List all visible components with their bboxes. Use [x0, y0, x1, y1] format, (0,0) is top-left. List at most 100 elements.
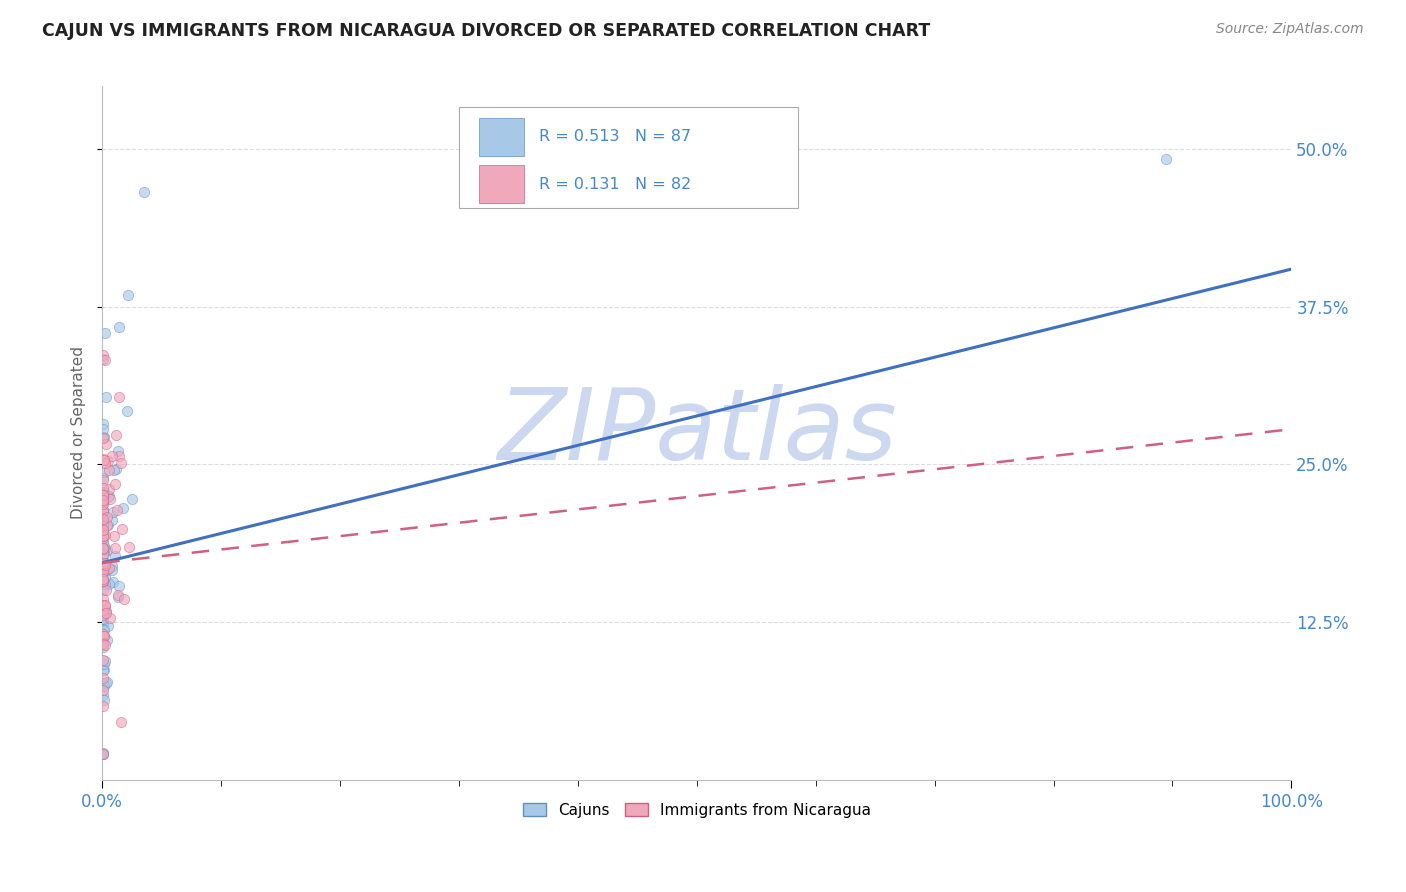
Point: [94, 390, 117, 404]
Point: [93, 560, 115, 574]
Point: [93, 565, 115, 579]
Point: [117, 288, 139, 302]
Point: [94, 604, 117, 618]
Point: [110, 456, 132, 470]
Point: [104, 541, 127, 556]
Point: [93, 526, 115, 541]
Point: [94, 437, 117, 451]
Point: [93, 518, 115, 533]
Point: [101, 505, 124, 519]
Point: [97, 489, 120, 503]
Point: [94, 563, 117, 577]
Point: [115, 404, 138, 418]
Point: [97, 454, 120, 468]
Point: [93, 326, 115, 341]
Point: [93, 504, 115, 518]
Point: [107, 443, 129, 458]
Point: [93, 522, 115, 536]
Point: [93, 561, 115, 575]
Point: [93, 492, 115, 507]
Point: [107, 589, 129, 603]
Text: R = 0.131   N = 82: R = 0.131 N = 82: [538, 177, 690, 192]
Point: [93, 556, 115, 570]
Point: [93, 547, 115, 561]
Point: [93, 495, 115, 509]
Point: [93, 615, 115, 630]
Point: [94, 638, 117, 652]
Point: [107, 590, 129, 604]
Point: [93, 503, 115, 517]
FancyBboxPatch shape: [479, 118, 524, 156]
Point: [93, 348, 115, 362]
Point: [96, 633, 118, 648]
Point: [93, 747, 115, 762]
Point: [96, 509, 118, 524]
Point: [93, 557, 115, 571]
Point: [100, 491, 122, 506]
Point: [94, 456, 117, 470]
Point: [93, 671, 115, 685]
Point: [93, 572, 115, 586]
Point: [112, 592, 135, 607]
Point: [93, 699, 115, 714]
Point: [93, 637, 115, 651]
Point: [93, 612, 115, 626]
Point: [93, 541, 115, 556]
Point: [94, 563, 117, 577]
Point: [93, 465, 115, 479]
Point: [93, 515, 115, 529]
Point: [93, 664, 115, 678]
Point: [105, 462, 128, 476]
Point: [93, 562, 115, 576]
Point: [103, 463, 125, 477]
Point: [93, 528, 115, 542]
Point: [93, 608, 115, 623]
Point: [93, 430, 115, 444]
Point: [93, 615, 115, 630]
Point: [93, 629, 115, 643]
Point: [93, 578, 115, 592]
Point: [93, 534, 115, 549]
Point: [98, 561, 121, 575]
Point: [93, 746, 115, 760]
Point: [93, 503, 115, 517]
Point: [93, 599, 115, 613]
Point: [93, 629, 115, 643]
Point: [93, 484, 115, 499]
Point: [107, 320, 129, 334]
Point: [93, 451, 115, 466]
Point: [104, 549, 127, 563]
Point: [103, 529, 125, 543]
Point: [104, 428, 127, 442]
Point: [98, 577, 121, 591]
Y-axis label: Divorced or Separated: Divorced or Separated: [72, 346, 86, 519]
Point: [93, 541, 115, 556]
Point: [96, 562, 118, 576]
Point: [96, 675, 118, 690]
Point: [93, 528, 115, 542]
Point: [104, 477, 127, 491]
Point: [93, 453, 115, 467]
Point: [93, 503, 115, 517]
Point: [111, 521, 134, 535]
Point: [93, 485, 115, 500]
Point: [94, 577, 117, 591]
Point: [93, 547, 115, 561]
Point: [93, 422, 115, 436]
Point: [93, 490, 115, 504]
Point: [93, 574, 115, 589]
Point: [93, 573, 115, 587]
Point: [93, 679, 115, 693]
Point: [134, 185, 156, 199]
Point: [94, 598, 117, 612]
Point: [94, 353, 117, 368]
Point: [101, 513, 124, 527]
FancyBboxPatch shape: [458, 107, 797, 208]
Point: [121, 492, 143, 507]
Point: [93, 747, 115, 762]
Point: [107, 449, 129, 463]
Point: [110, 715, 132, 730]
Point: [101, 574, 124, 589]
Point: [93, 557, 115, 571]
Legend: Cajuns, Immigrants from Nicaragua: Cajuns, Immigrants from Nicaragua: [516, 797, 877, 824]
